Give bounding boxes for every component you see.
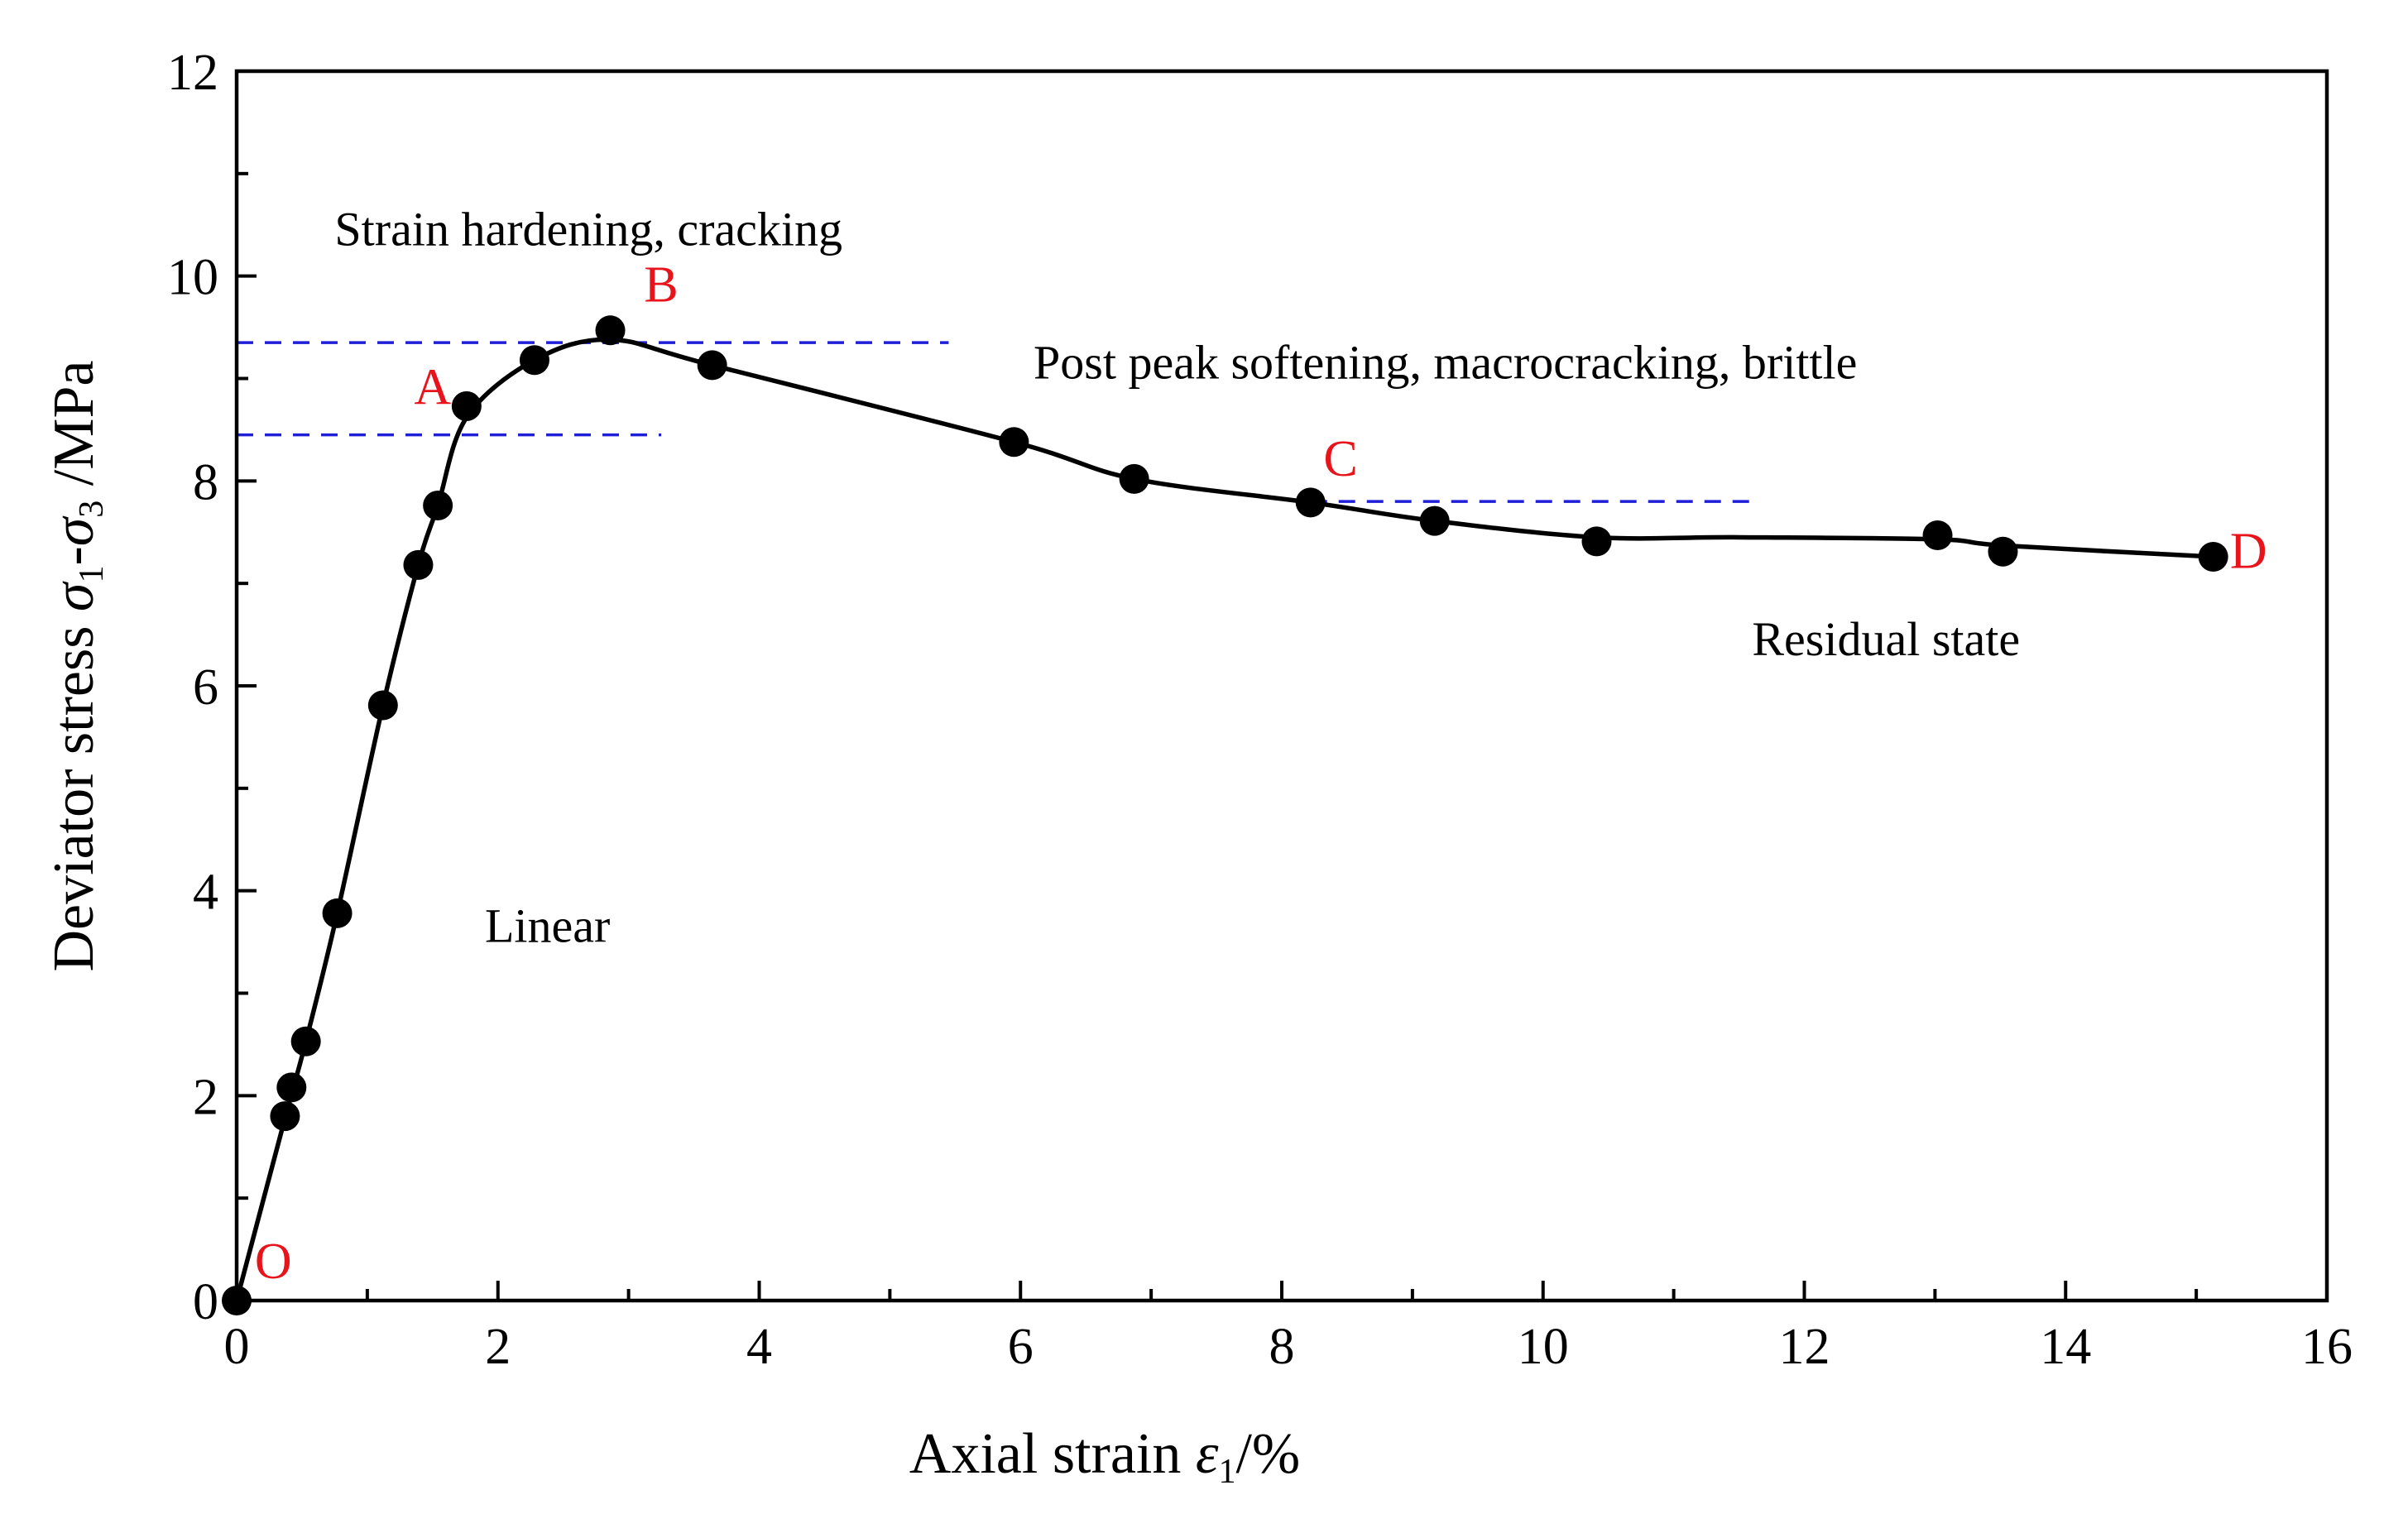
data-point [451,390,482,421]
data-point [423,491,453,521]
data-point [1419,505,1450,536]
data-point [322,898,353,928]
y-tick-label: 4 [193,865,218,921]
y-axis-label-main: Deviator stress [42,611,106,971]
x-tick-label: 16 [2301,1319,2353,1375]
x-axis-label-main: Axial strain [909,1422,1196,1486]
point-labels: O A B C D [255,257,2267,1290]
data-point [1119,463,1149,494]
data-point [2198,541,2228,572]
data-point [1295,487,1326,518]
y-tick-label: 2 [193,1069,218,1125]
y-tick-label: 10 [167,250,218,306]
x-tick-label: 8 [1269,1319,1295,1375]
x-tick-label: 2 [485,1319,511,1375]
data-point [697,350,727,381]
region-annotations: Strain hardening, cracking Post peak soft… [334,203,2020,953]
plot-frame [234,69,2329,1303]
y-tick-label: 12 [167,45,218,101]
data-point [403,549,434,580]
data-point [1581,526,1612,557]
y-tick-label: 0 [193,1274,218,1330]
y-axis-label-dash: - [42,546,106,565]
data-point [999,427,1029,458]
threshold-lines [237,341,1753,503]
data-point [367,690,398,721]
x-tick-label: 10 [1518,1319,1569,1375]
y-axis-label-sub3: 3 [73,501,111,518]
data-point [290,1026,321,1056]
annotation-3: Residual state [1752,612,2020,666]
data-point [276,1072,307,1103]
point-label-c: C [1323,431,1357,487]
x-tick-label: 6 [1008,1319,1034,1375]
x-tick-label: 0 [224,1319,250,1375]
y-axis-label-sigma1: σ [42,581,106,611]
x-tick-label: 12 [1779,1319,1830,1375]
data-point [1988,536,2018,567]
y-axis-label-unit: /MPa [42,360,106,500]
tick-labels: 0 2 4 6 8 10 12 14 16 0 2 4 6 8 10 12 [167,45,2353,1375]
x-axis-label-unit: /% [1235,1422,1300,1486]
point-label-b: B [644,257,678,314]
y-axis-label-sigma3: σ [42,515,106,546]
point-label-a: A [414,359,451,415]
data-point [1922,520,1953,550]
annotation-2: Linear [485,899,610,953]
x-axis-label-epsilon: ε [1196,1422,1219,1486]
data-point [595,315,626,346]
data-point [519,345,549,376]
axis-ticks [235,69,2329,1302]
x-axis-label: Axial strain ε1/% [909,1422,1300,1491]
x-axis-label-sub: 1 [1218,1453,1235,1491]
x-tick-label: 14 [2040,1319,2091,1375]
annotation-1: Post peak softening, macrocracking, brit… [1034,336,1857,390]
y-tick-label: 6 [193,659,218,716]
x-tick-label: 4 [746,1319,772,1375]
point-label-d: D [2230,524,2267,580]
annotation-0: Strain hardening, cracking [334,203,842,256]
point-label-o: O [255,1234,292,1290]
data-point [270,1101,300,1132]
fitted-curve [234,337,2214,1301]
y-tick-label: 8 [193,454,218,510]
data-points [222,315,2228,1315]
y-axis-label-sub1: 1 [73,566,111,583]
y-axis-label: Deviator stress σ1-σ3 /MPa [42,360,111,971]
